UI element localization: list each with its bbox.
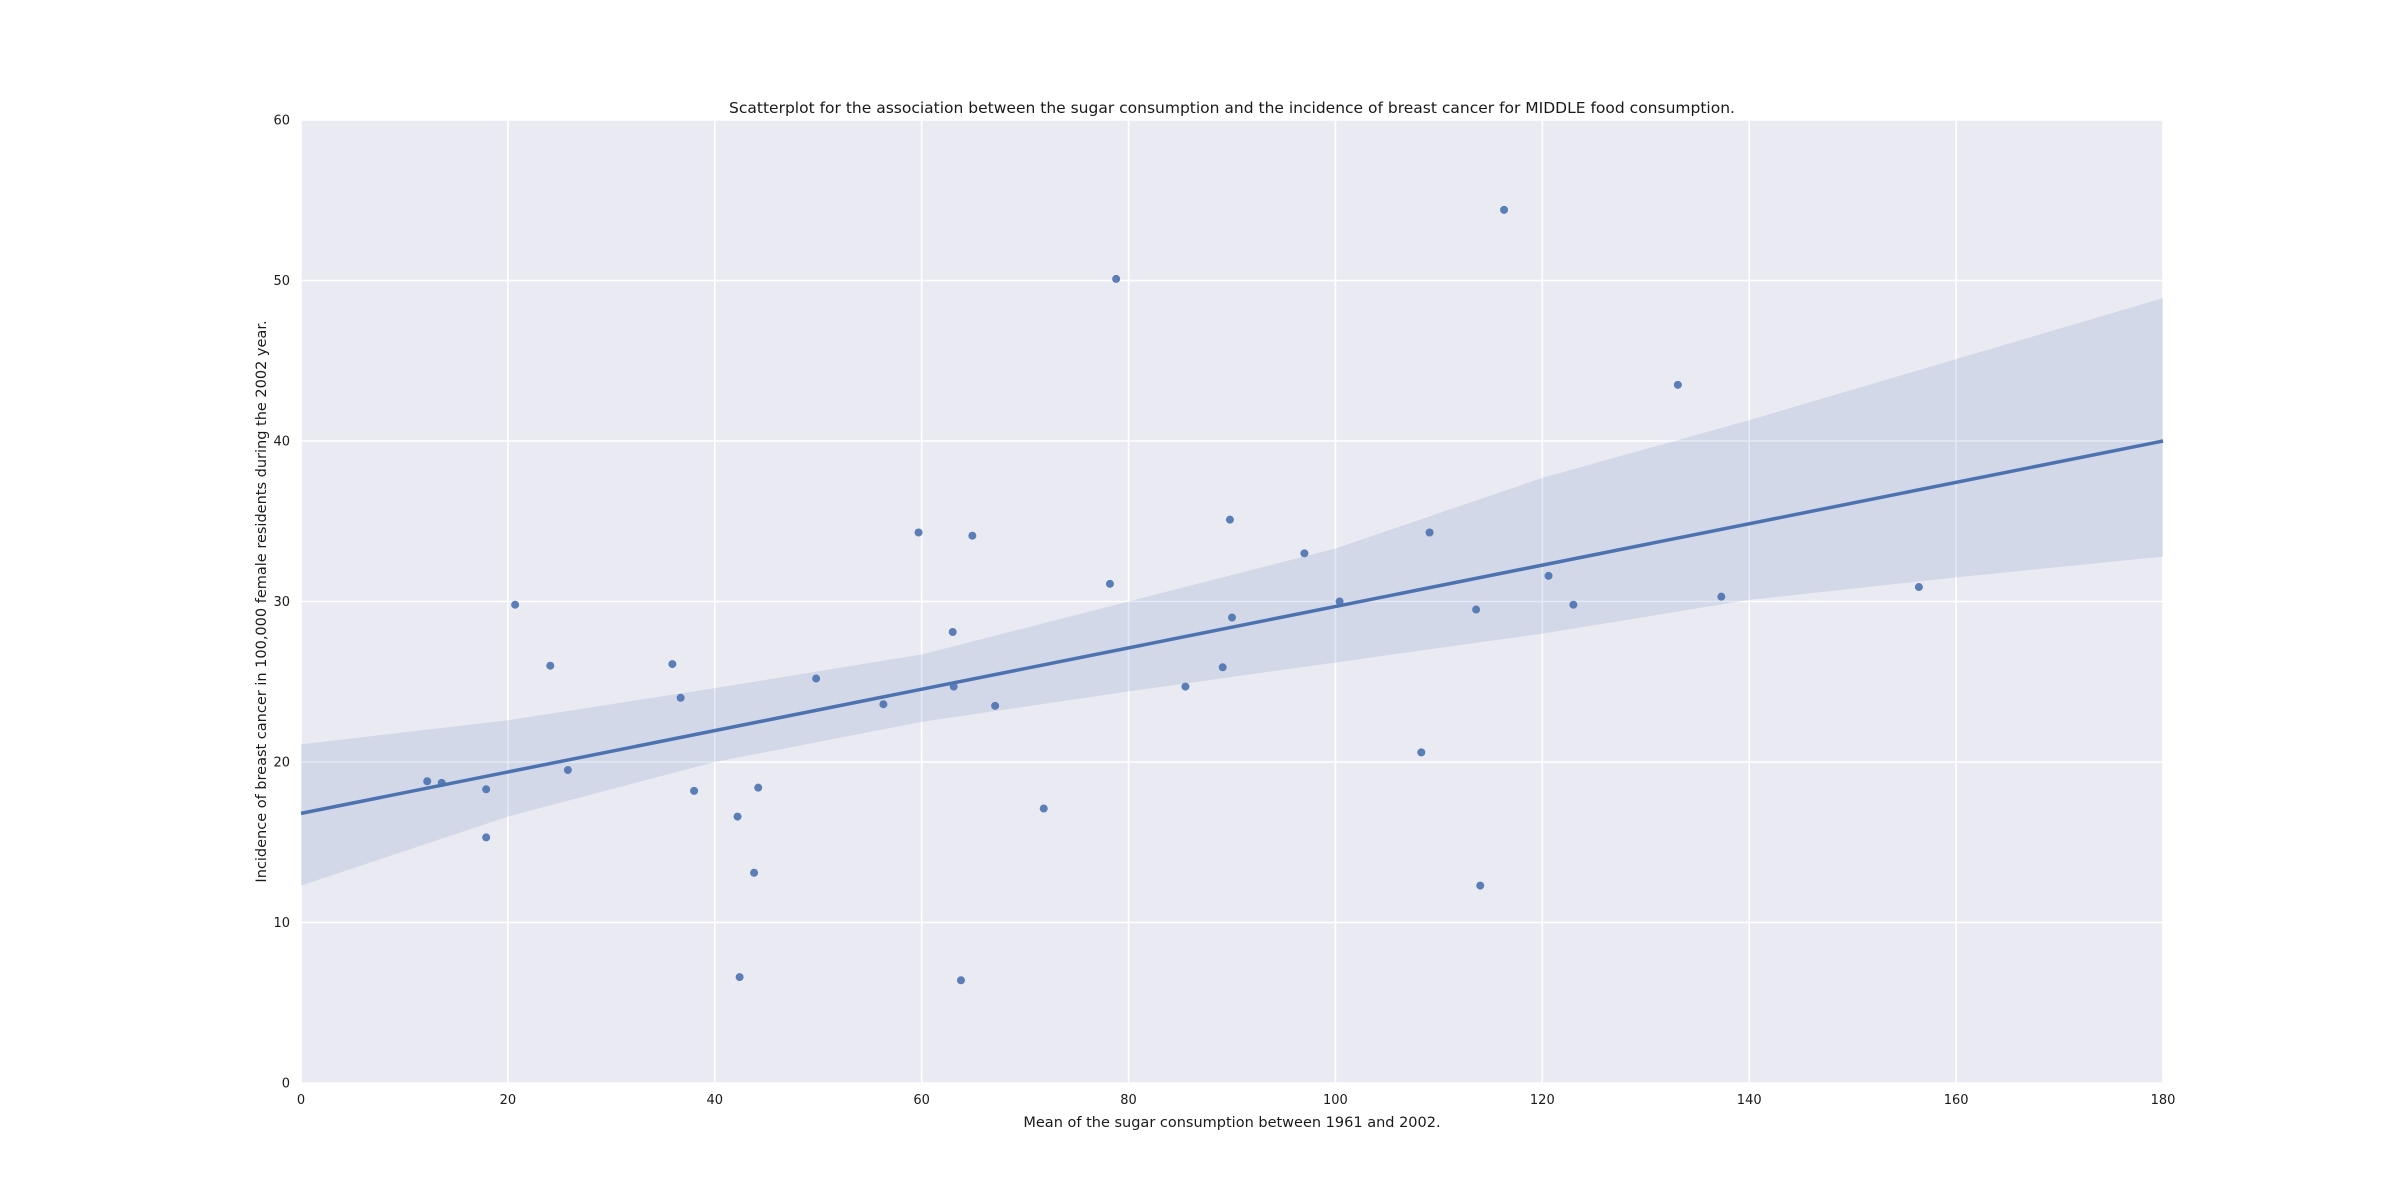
- data-point: [733, 812, 742, 821]
- data-point: [1039, 804, 1048, 813]
- data-point: [1914, 583, 1923, 592]
- data-point: [1476, 881, 1485, 890]
- x-tick-label: 180: [2151, 1093, 2176, 1108]
- data-point: [690, 786, 699, 795]
- data-point: [735, 973, 744, 982]
- y-tick-label: 0: [282, 1077, 290, 1092]
- data-point: [1500, 205, 1509, 214]
- y-axis-label: Incidence of breast cancer in 100,000 fe…: [254, 320, 270, 882]
- x-tick-label: 40: [707, 1093, 724, 1108]
- x-tick-label: 160: [1944, 1093, 1969, 1108]
- data-points: [423, 205, 1923, 985]
- data-point: [1717, 592, 1726, 601]
- data-point: [437, 778, 446, 787]
- data-point: [968, 531, 977, 540]
- y-tick-labels: 0 10 20 30 40 50 60: [273, 114, 290, 1092]
- data-point: [1335, 597, 1344, 606]
- data-point: [546, 661, 555, 670]
- data-point: [1225, 515, 1234, 524]
- x-tick-label: 140: [1737, 1093, 1762, 1108]
- y-tick-label: 40: [273, 435, 290, 450]
- confidence-band: [301, 298, 2163, 886]
- x-tick-labels: 0 20 40 60 80 100 120 140 160 180: [297, 1093, 2176, 1108]
- grid: [300, 119, 2164, 1084]
- data-point: [754, 783, 763, 792]
- regression-line: [300, 439, 2164, 816]
- data-point: [1673, 380, 1682, 389]
- data-point: [1228, 613, 1236, 622]
- data-point: [1472, 605, 1481, 614]
- x-tick-label: 100: [1323, 1093, 1348, 1108]
- y-tick-label: 50: [273, 274, 290, 289]
- y-tick-label: 60: [273, 114, 290, 129]
- data-point: [949, 682, 958, 691]
- data-point: [676, 693, 685, 702]
- data-point: [563, 766, 572, 775]
- data-point: [668, 660, 677, 669]
- data-point: [423, 777, 432, 786]
- data-point: [1417, 748, 1426, 757]
- data-point: [1181, 682, 1190, 691]
- data-point: [1300, 549, 1309, 558]
- data-point: [956, 976, 965, 985]
- x-tick-label: 80: [1120, 1093, 1137, 1108]
- y-tick-label: 20: [273, 756, 290, 771]
- data-point: [482, 785, 491, 794]
- data-point: [1112, 274, 1121, 283]
- x-tick-label: 60: [913, 1093, 930, 1108]
- y-tick-label: 10: [273, 916, 290, 931]
- data-point: [1218, 663, 1227, 672]
- data-point: [1544, 571, 1553, 580]
- y-tick-label: 30: [273, 595, 290, 610]
- data-point: [914, 528, 923, 537]
- data-point: [879, 700, 888, 709]
- data-point: [1425, 528, 1434, 537]
- data-point: [1105, 579, 1114, 588]
- x-tick-label: 120: [1530, 1093, 1555, 1108]
- data-point: [482, 833, 491, 842]
- x-tick-label: 20: [500, 1093, 517, 1108]
- data-point: [812, 674, 821, 683]
- data-point: [750, 868, 759, 877]
- chart-title: Scatterplot for the association between …: [729, 99, 1735, 117]
- data-point: [948, 627, 957, 636]
- data-point: [511, 600, 520, 609]
- x-axis-label: Mean of the sugar consumption between 19…: [1023, 1115, 1440, 1131]
- data-point: [1569, 600, 1578, 609]
- data-point: [991, 701, 1000, 710]
- x-tick-label: 0: [297, 1093, 305, 1108]
